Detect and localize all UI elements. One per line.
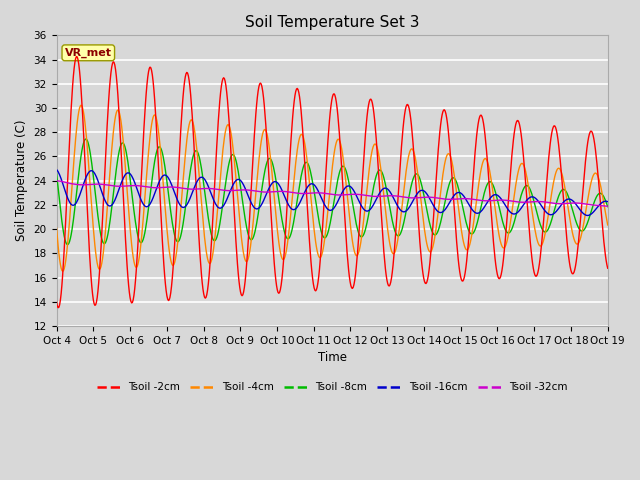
Title: Soil Temperature Set 3: Soil Temperature Set 3 [245, 15, 419, 30]
X-axis label: Time: Time [317, 351, 347, 364]
Legend: Tsoil -2cm, Tsoil -4cm, Tsoil -8cm, Tsoil -16cm, Tsoil -32cm: Tsoil -2cm, Tsoil -4cm, Tsoil -8cm, Tsoi… [93, 378, 572, 396]
Y-axis label: Soil Temperature (C): Soil Temperature (C) [15, 120, 28, 241]
Text: VR_met: VR_met [65, 48, 112, 58]
